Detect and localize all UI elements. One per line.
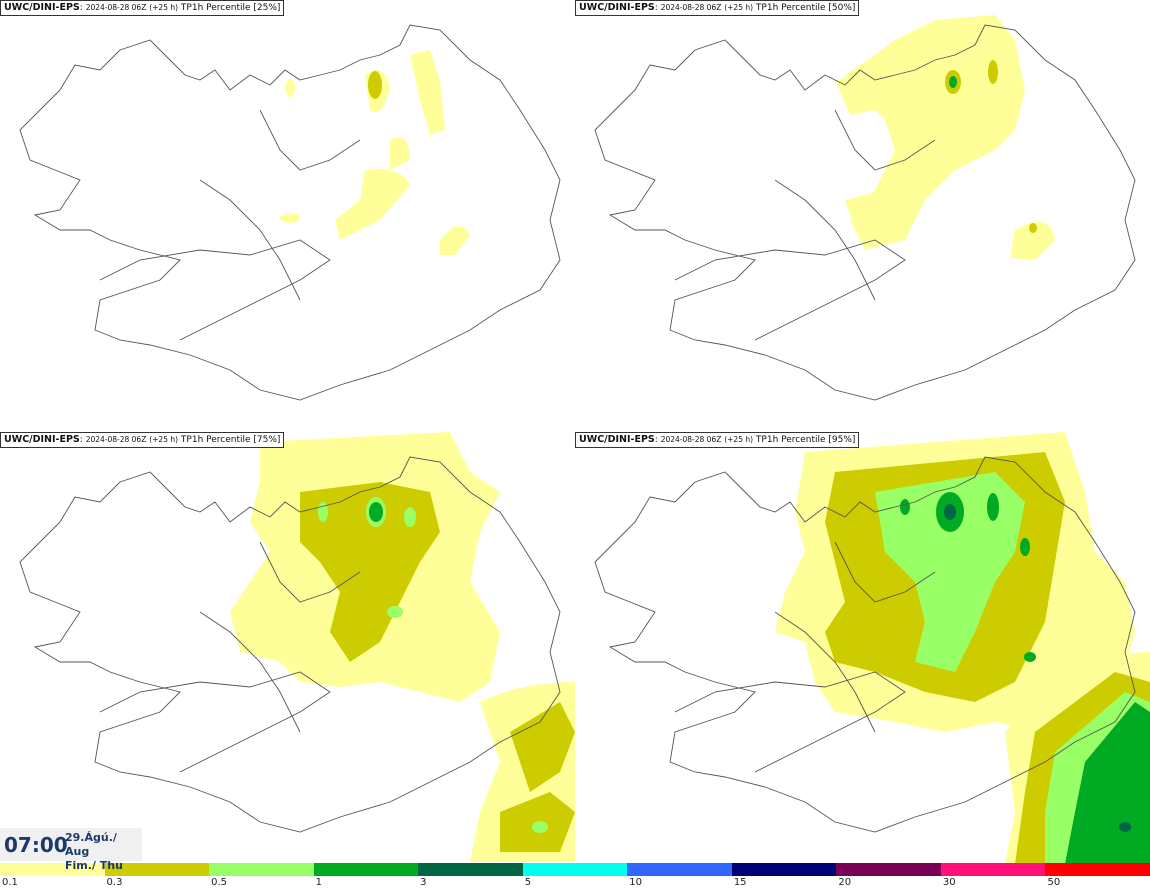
map-panel-p50: UWC/DINI-EPS: 2024-08-28 06Z (+25 h) TP1…: [575, 0, 1150, 432]
colorbar-tick-label: 3: [420, 877, 427, 888]
iceland-map: [594, 15, 1136, 401]
valid-date: 29.Ágú./ Aug Fim./ Thu: [65, 831, 123, 872]
colorbar-tick-label: 15: [733, 877, 747, 888]
colorbar-tick-label: 5: [524, 877, 532, 888]
colorbar-segment: [313, 863, 419, 876]
colorbar-tick-label: 50: [1047, 877, 1061, 888]
map-panel-p95: UWC/DINI-EPS: 2024-08-28 06Z (+25 h) TP1…: [575, 432, 1150, 864]
precip-shading: [775, 432, 1150, 864]
colorbar-tick-label: 1: [315, 877, 322, 888]
valid-time: 07:00: [4, 833, 68, 857]
coastline: [19, 456, 561, 833]
colorbar-segment: [104, 863, 210, 876]
colorbar-segment: [209, 863, 315, 876]
colorbar-tick-label: 0.3: [106, 877, 123, 888]
colorbar-tick-label: 20: [838, 877, 852, 888]
colorbar-tick-label: 0.1: [2, 877, 18, 888]
map-panel-p25: UWC/DINI-EPS: 2024-08-28 06Z (+25 h) TP1…: [0, 0, 575, 432]
colorbar-segment: [418, 863, 524, 876]
colorbar-segment: [940, 863, 1046, 876]
colorbar-legend: 0.1 0.3 0.5 1 3 5 10 15 20 30 50: [0, 863, 1150, 891]
precip-shading: [280, 50, 470, 255]
map-panel-p75: UWC/DINI-EPS: 2024-08-28 06Z (+25 h) TP1…: [0, 432, 575, 864]
colorbar-segment: [0, 863, 106, 876]
panel-title: UWC/DINI-EPS: 2024-08-28 06Z (+25 h) TP1…: [575, 0, 860, 16]
panel-title: UWC/DINI-EPS: 2024-08-28 06Z (+25 h) TP1…: [0, 0, 285, 16]
colorbar-segment: [522, 863, 628, 876]
panel-title: UWC/DINI-EPS: 2024-08-28 06Z (+25 h) TP1…: [0, 432, 285, 448]
iceland-map: [19, 24, 561, 401]
colorbar-tick-label: 30: [942, 877, 956, 888]
valid-time-box: 07:00 29.Ágú./ Aug Fim./ Thu: [0, 828, 142, 872]
colorbar-segment: [1045, 863, 1150, 876]
precip-shading: [230, 432, 575, 862]
iceland-map: [594, 432, 1150, 864]
precip-shading: [835, 15, 1055, 260]
colorbar-tick-label: 0.5: [211, 877, 227, 888]
panel-title: UWC/DINI-EPS: 2024-08-28 06Z (+25 h) TP1…: [575, 432, 860, 448]
coastline: [594, 456, 1136, 833]
iceland-map: [19, 432, 575, 862]
colorbar-segment: [836, 863, 942, 876]
coastline: [594, 24, 1136, 401]
colorbar-tick-label: 10: [629, 877, 642, 888]
coastline: [19, 24, 561, 401]
colorbar-segment: [627, 863, 733, 876]
colorbar-segment: [731, 863, 837, 876]
